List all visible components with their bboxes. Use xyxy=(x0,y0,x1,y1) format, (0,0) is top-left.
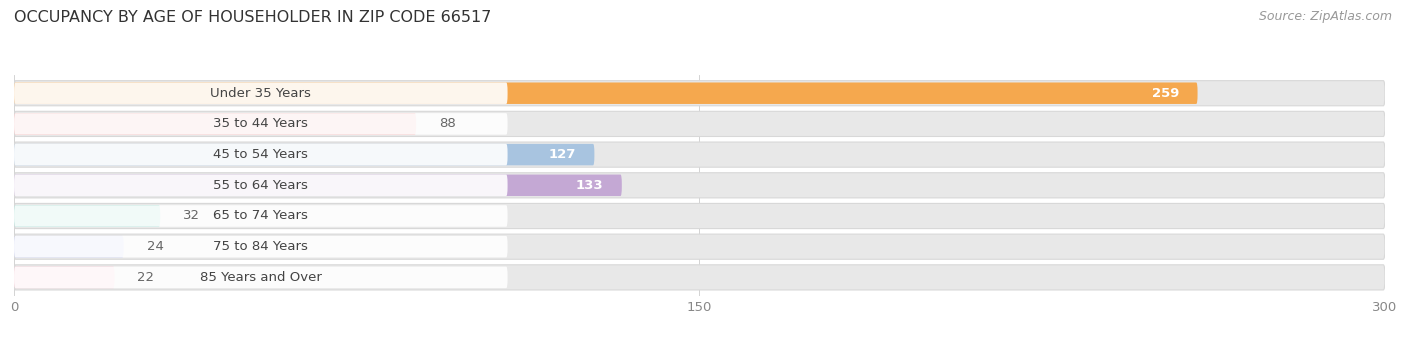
Text: 24: 24 xyxy=(146,240,163,253)
FancyBboxPatch shape xyxy=(14,142,1385,167)
Text: 75 to 84 Years: 75 to 84 Years xyxy=(214,240,308,253)
FancyBboxPatch shape xyxy=(14,173,1385,198)
Text: 259: 259 xyxy=(1152,87,1180,100)
Text: 88: 88 xyxy=(439,117,456,131)
Text: 55 to 64 Years: 55 to 64 Years xyxy=(214,179,308,192)
FancyBboxPatch shape xyxy=(14,205,508,227)
FancyBboxPatch shape xyxy=(14,174,621,196)
FancyBboxPatch shape xyxy=(14,267,508,288)
FancyBboxPatch shape xyxy=(14,203,1385,228)
FancyBboxPatch shape xyxy=(14,113,416,135)
FancyBboxPatch shape xyxy=(14,83,508,104)
Text: 22: 22 xyxy=(138,271,155,284)
FancyBboxPatch shape xyxy=(14,236,508,257)
FancyBboxPatch shape xyxy=(14,83,1198,104)
FancyBboxPatch shape xyxy=(14,205,160,227)
FancyBboxPatch shape xyxy=(14,174,508,196)
FancyBboxPatch shape xyxy=(14,144,595,165)
FancyBboxPatch shape xyxy=(14,113,508,135)
Text: 85 Years and Over: 85 Years and Over xyxy=(200,271,322,284)
Text: OCCUPANCY BY AGE OF HOUSEHOLDER IN ZIP CODE 66517: OCCUPANCY BY AGE OF HOUSEHOLDER IN ZIP C… xyxy=(14,10,492,25)
FancyBboxPatch shape xyxy=(14,234,1385,259)
Text: 127: 127 xyxy=(548,148,576,161)
FancyBboxPatch shape xyxy=(14,265,1385,290)
FancyBboxPatch shape xyxy=(14,81,1385,106)
Text: Under 35 Years: Under 35 Years xyxy=(211,87,311,100)
FancyBboxPatch shape xyxy=(14,144,508,165)
Text: 32: 32 xyxy=(183,209,200,222)
Text: 35 to 44 Years: 35 to 44 Years xyxy=(214,117,308,131)
FancyBboxPatch shape xyxy=(14,236,124,257)
Text: Source: ZipAtlas.com: Source: ZipAtlas.com xyxy=(1258,10,1392,23)
FancyBboxPatch shape xyxy=(14,267,115,288)
Text: 133: 133 xyxy=(576,179,603,192)
Text: 65 to 74 Years: 65 to 74 Years xyxy=(214,209,308,222)
FancyBboxPatch shape xyxy=(14,111,1385,136)
Text: 45 to 54 Years: 45 to 54 Years xyxy=(214,148,308,161)
